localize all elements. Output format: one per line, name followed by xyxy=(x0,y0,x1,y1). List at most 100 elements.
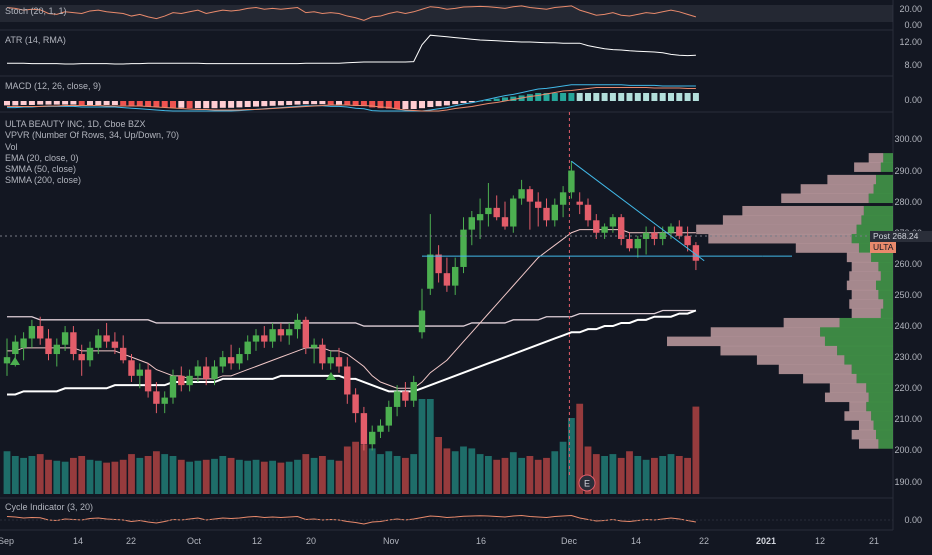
volume-bar xyxy=(476,454,484,494)
macd-histogram-bar xyxy=(535,93,542,101)
macd-histogram-bar xyxy=(87,101,93,105)
macd-histogram-bar xyxy=(327,101,334,105)
volume-profile-up-bar xyxy=(880,271,893,281)
candle-body xyxy=(294,319,301,330)
candle xyxy=(684,226,691,252)
candle-body xyxy=(369,431,376,445)
volume-profile-down-bar xyxy=(722,215,862,225)
macd-histogram-bar xyxy=(659,93,666,101)
indicator-smma200-label[interactable]: SMMA (200, close) xyxy=(5,175,82,186)
volume-bar xyxy=(418,399,426,494)
macd-histogram-bar xyxy=(136,101,143,107)
candle-body xyxy=(418,310,426,333)
volume-profile-up-bar xyxy=(868,193,893,204)
indicator-vpvr-label[interactable]: VPVR (Number Of Rows, 34, Up/Down, 70) xyxy=(5,130,180,141)
macd-histogram-bar xyxy=(410,101,417,109)
candle-body xyxy=(526,189,534,202)
macd-histogram-bar xyxy=(676,93,683,101)
candle xyxy=(28,319,36,348)
volume-bar xyxy=(443,448,451,494)
candle-body xyxy=(12,341,19,355)
macd-histogram-bar xyxy=(443,101,450,106)
macd-histogram-bar xyxy=(178,101,185,108)
macd-histogram-bar xyxy=(62,101,69,105)
candle-body xyxy=(335,357,343,367)
volume-profile-down-bar xyxy=(851,261,879,272)
candle-body xyxy=(684,235,691,246)
macd-histogram-bar xyxy=(4,101,10,106)
candle-body xyxy=(28,326,36,339)
candle-body xyxy=(45,338,52,355)
volume-bar xyxy=(543,457,550,494)
volume-bar xyxy=(236,459,243,494)
candle-body xyxy=(402,391,409,401)
ema20-line xyxy=(7,229,696,389)
macd-histogram-bar xyxy=(468,101,475,103)
candle-body xyxy=(111,341,119,348)
volume-profile-down-bar xyxy=(800,184,874,194)
candle-body xyxy=(568,170,575,193)
candle-body xyxy=(493,207,500,218)
volume-bar xyxy=(626,451,633,494)
price-tick: 250.00 xyxy=(894,289,922,300)
volume-profile-up-bar xyxy=(871,411,893,421)
candle-body xyxy=(327,357,334,364)
volume-bar xyxy=(144,456,152,494)
candle xyxy=(352,388,359,423)
volume-bar xyxy=(94,460,102,494)
price-tick: 240.00 xyxy=(894,321,922,332)
candle xyxy=(194,360,202,383)
volume-profile-up-bar xyxy=(880,308,893,319)
time-tick: Nov xyxy=(382,536,400,546)
candle xyxy=(377,419,384,439)
volume-bar xyxy=(161,454,169,494)
candle xyxy=(452,257,459,295)
candle xyxy=(3,338,11,376)
macd-histogram-bar xyxy=(219,101,226,108)
stoch-tick: 20.00 xyxy=(899,4,922,14)
candle-body xyxy=(277,329,285,336)
volume-profile-down-bar xyxy=(858,439,879,449)
candle xyxy=(385,400,392,432)
candle xyxy=(310,338,318,364)
candle xyxy=(485,182,492,227)
volume-profile-down-bar xyxy=(849,401,867,412)
atr-tick: 12.00 xyxy=(899,37,922,47)
candle-body xyxy=(252,335,260,342)
macd-histogram-bar xyxy=(634,93,641,101)
macd-histogram-bar xyxy=(394,101,401,109)
time-tick: 20 xyxy=(305,536,317,546)
candle xyxy=(410,375,417,407)
volume-profile-down-bar xyxy=(742,205,864,216)
cycle-tick: 0.00 xyxy=(904,515,922,525)
candle xyxy=(360,406,368,451)
volume-bar xyxy=(285,461,293,494)
candle-body xyxy=(128,360,135,376)
indicator-vol-label[interactable]: Vol xyxy=(5,141,18,152)
earnings-badge-circle xyxy=(578,474,596,492)
candle-body xyxy=(551,204,558,221)
volume-profile-up-bar xyxy=(868,392,893,403)
smma200-line xyxy=(7,309,697,396)
macd-histogram-bar xyxy=(560,93,567,101)
indicator-ema-label[interactable]: EMA (20, close, 0) xyxy=(5,152,79,163)
earnings-badge: E xyxy=(578,474,596,492)
volume-bar xyxy=(11,456,19,494)
candle-body xyxy=(460,229,467,267)
candle-body xyxy=(476,214,484,221)
volume-bar xyxy=(177,459,185,494)
volume-profile-up-bar xyxy=(861,215,893,225)
volume-bar xyxy=(153,451,160,494)
stoch-line xyxy=(6,5,697,21)
symbol-title[interactable]: ULTA BEAUTY INC, 1D, Cboe BZX xyxy=(5,119,146,129)
earnings-badge-label: E xyxy=(584,479,590,489)
volume-bar xyxy=(260,461,268,494)
indicator-smma50-label[interactable]: SMMA (50, close) xyxy=(5,164,77,175)
candle xyxy=(111,332,119,355)
volume-bar xyxy=(692,406,700,494)
macd-signal-line xyxy=(7,87,696,112)
volume-bar xyxy=(584,446,592,494)
volume-bar xyxy=(485,456,492,494)
